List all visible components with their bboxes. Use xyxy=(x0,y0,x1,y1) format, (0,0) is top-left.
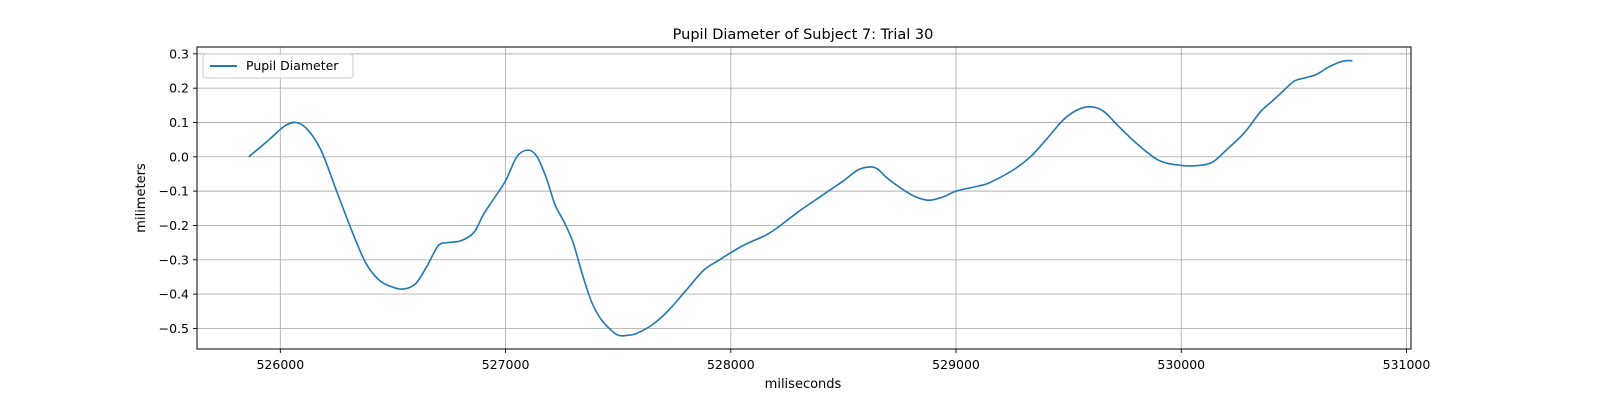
y-axis-label: milimeters xyxy=(134,163,149,233)
x-tick-label: 531000 xyxy=(1383,357,1431,372)
y-tick-label: 0.1 xyxy=(169,115,189,130)
y-tick-label: −0.4 xyxy=(159,287,189,302)
y-tick-label: −0.2 xyxy=(159,218,189,233)
x-axis: 526000 527000 528000 529000 530000 531000 xyxy=(256,349,1430,372)
y-tick-label: −0.1 xyxy=(159,184,189,199)
chart-title: Pupil Diameter of Subject 7: Trial 30 xyxy=(673,27,934,43)
y-tick-label: −0.5 xyxy=(159,321,189,336)
y-tick-label: −0.3 xyxy=(159,252,189,267)
y-tick-label: 0.3 xyxy=(169,46,189,61)
y-tick-label: 0.2 xyxy=(169,81,189,96)
grid-layer xyxy=(197,47,1411,349)
legend-box xyxy=(202,53,354,79)
x-tick-label: 526000 xyxy=(256,357,304,372)
series-layer xyxy=(248,59,1353,337)
y-axis: 0.3 0.2 0.1 0.0 −0.1 −0.2 −0.3 −0.4 −0.5 xyxy=(159,46,197,336)
y-tick-label: 0.0 xyxy=(169,149,189,164)
x-tick-label: 527000 xyxy=(482,357,530,372)
legend-label: Pupil Diameter xyxy=(246,58,339,73)
x-tick-label: 528000 xyxy=(707,357,755,372)
legend: Pupil Diameter xyxy=(202,53,354,79)
x-tick-label: 530000 xyxy=(1157,357,1205,372)
x-axis-label: miliseconds xyxy=(765,377,842,392)
plot-frame xyxy=(196,46,1412,350)
x-tick-label: 529000 xyxy=(932,357,980,372)
series-line-pupil-diameter xyxy=(248,59,1353,337)
